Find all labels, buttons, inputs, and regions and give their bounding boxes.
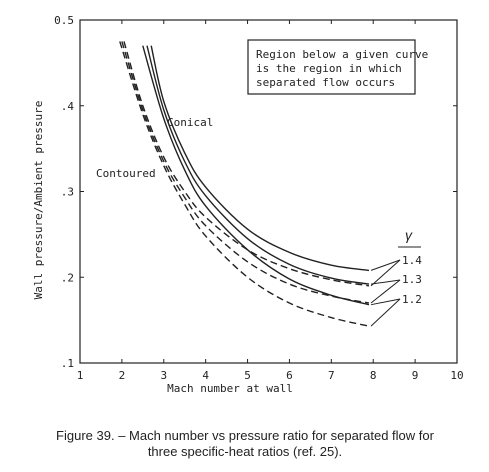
curve-contoured-1-4 — [123, 41, 370, 287]
x-tick-label: 5 — [244, 369, 251, 382]
gamma-label-1-3: 1.3 — [402, 273, 422, 286]
x-axis-label: Mach number at wall — [167, 382, 293, 395]
chart: 1 2 3 4 5 6 7 8 9 10 .1 .2 .3 .4 0.5 Mach number at w… — [32, 14, 464, 395]
annotation-box: Region below a given curve is the region… — [247, 39, 428, 95]
gamma-pointer-1-4 — [370, 259, 401, 287]
gamma-pointer-1-3 — [370, 279, 401, 304]
x-tick-label: 7 — [328, 369, 335, 382]
y-tick-label: .1 — [61, 357, 74, 370]
curves — [119, 41, 370, 327]
curve-conical-1-3 — [146, 45, 370, 285]
gamma-pointer-1-4 — [370, 259, 401, 271]
y-tick-labels: .1 .2 .3 .4 0.5 — [54, 14, 74, 370]
gamma-pointer-lines — [370, 259, 401, 327]
caption-line-2: three specific-heat ratios (ref. 25). — [147, 444, 343, 459]
gamma-pointer-1-3 — [370, 279, 401, 285]
tick-marks — [79, 19, 458, 364]
gamma-header: γ — [405, 227, 413, 243]
y-tick-label: 0.5 — [54, 14, 74, 27]
x-tick-label: 9 — [412, 369, 419, 382]
conical-label: Conical — [167, 116, 213, 129]
x-tick-label: 6 — [286, 369, 293, 382]
gamma-pointer-1-2 — [370, 298, 401, 327]
gamma-label-1-2: 1.2 — [402, 293, 422, 306]
x-tick-label: 2 — [119, 369, 126, 382]
annotation-box-border — [247, 39, 416, 95]
gamma-label-1-4: 1.4 — [402, 254, 422, 267]
annotation-line-3: separated flow occurs — [256, 76, 395, 89]
y-tick-label: .2 — [61, 271, 74, 284]
x-tick-label: 10 — [450, 369, 463, 382]
figure-caption: Figure 39. – Mach number vs pressure rat… — [20, 428, 470, 460]
curve-conical-1-2 — [142, 45, 370, 306]
y-tick-label: .4 — [61, 100, 75, 113]
annotation-line-2: is the region in which — [256, 62, 402, 75]
curve-conical-1-4 — [150, 45, 370, 272]
x-tick-label: 1 — [77, 369, 84, 382]
y-tick-label: .3 — [61, 186, 74, 199]
contoured-label: Contoured — [96, 167, 156, 180]
curve-contoured-1-2 — [119, 41, 370, 327]
y-axis-label: Wall pressure/Ambient pressure — [32, 101, 45, 300]
x-tick-label: 4 — [202, 369, 209, 382]
caption-line-1: Figure 39. – Mach number vs pressure rat… — [56, 428, 434, 443]
x-tick-labels: 1 2 3 4 5 6 7 8 9 10 — [77, 369, 464, 382]
gamma-pointer-1-2 — [370, 298, 401, 306]
annotation-line-1: Region below a given curve — [256, 48, 428, 61]
x-tick-label: 8 — [370, 369, 377, 382]
x-tick-label: 3 — [160, 369, 167, 382]
curve-contoured-1-3 — [121, 41, 370, 304]
